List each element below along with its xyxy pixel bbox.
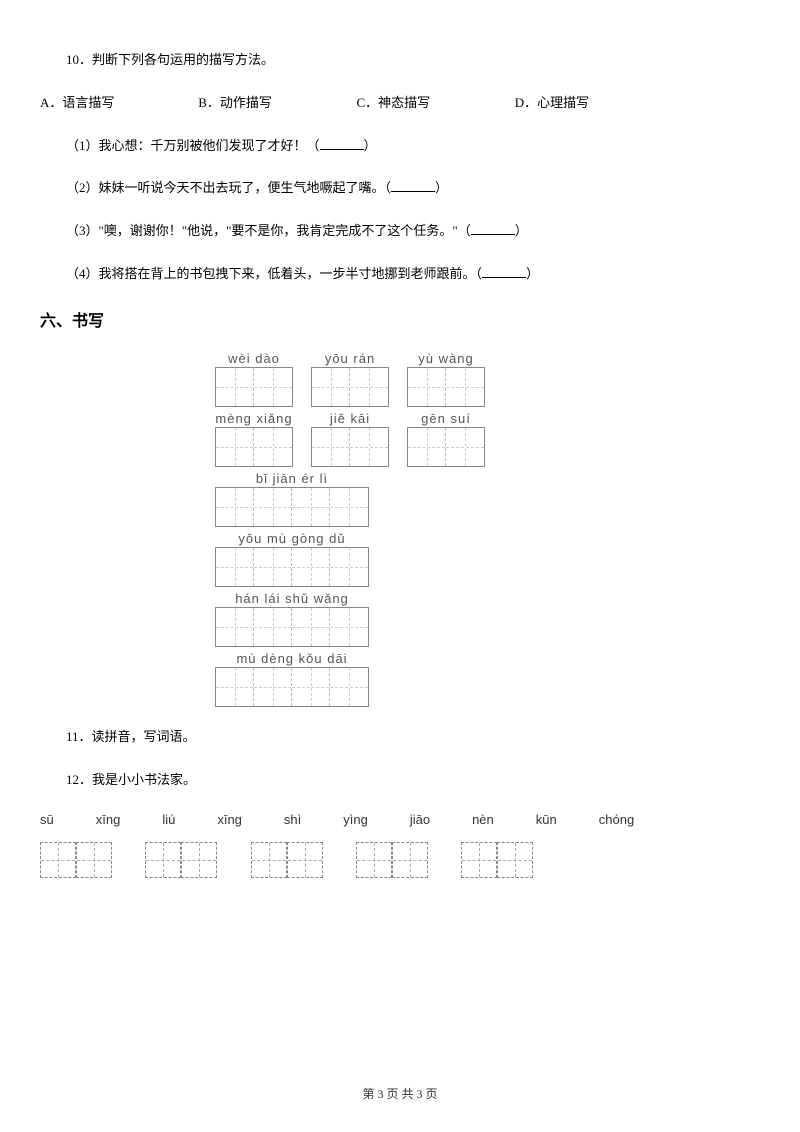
pinyin-syllable: yìng xyxy=(343,812,368,827)
pinyin-label: yù wàng xyxy=(407,351,485,366)
blank-input[interactable] xyxy=(320,138,364,150)
option-a: A．语言描写 xyxy=(40,93,195,114)
writing-box-row[interactable] xyxy=(215,667,369,707)
pinyin-label: bǐ jiān ér lì xyxy=(215,471,369,486)
q10-sub3: （3）"噢，谢谢你！"他说，"要不是你，我肯定完成不了这个任务。"（） xyxy=(40,221,760,242)
pinyin-syllable: shì xyxy=(284,812,301,827)
writing-box-row[interactable] xyxy=(215,367,293,407)
section-6-title: 六、书写 xyxy=(40,307,760,331)
question-11: 11．读拼音，写词语。 xyxy=(40,727,760,748)
pinyin-syllable: xīng xyxy=(96,812,121,827)
q10-sub4: （4）我将搭在背上的书包拽下来，低着头，一步半寸地挪到老师跟前。（） xyxy=(40,264,760,285)
question-10-options: A．语言描写 B．动作描写 C．神态描写 D．心理描写 xyxy=(40,93,760,114)
option-d: D．心理描写 xyxy=(515,93,589,114)
blank-input[interactable] xyxy=(482,266,526,278)
pinyin-syllable: nèn xyxy=(472,812,494,827)
pinyin-label: wèi dào xyxy=(215,351,293,366)
writing-box-row[interactable] xyxy=(215,487,369,527)
writing-box-row[interactable] xyxy=(311,427,389,467)
option-c: C．神态描写 xyxy=(357,93,512,114)
pinyin-label: mèng xiǎng xyxy=(215,411,293,426)
pinyin-syllable: chóng xyxy=(599,812,634,827)
writing-box-row[interactable] xyxy=(407,427,485,467)
bottom-pinyin-row: sū xīng liú xīng shì yìng jiāo nèn kūn chóng xyxy=(40,812,760,828)
writing-box-row[interactable] xyxy=(311,367,389,407)
q10-sub2: （2）妹妹一听说今天不出去玩了，便生气地噘起了嘴。（） xyxy=(40,178,760,199)
question-12: 12．我是小小书法家。 xyxy=(40,770,760,791)
writing-box-row[interactable] xyxy=(215,547,369,587)
pinyin-label: gēn suí xyxy=(407,411,485,426)
pinyin-syllable: sū xyxy=(40,812,54,827)
writing-box-row[interactable] xyxy=(215,427,293,467)
blank-input[interactable] xyxy=(471,223,515,235)
option-b: B．动作描写 xyxy=(198,93,353,114)
question-10: 10．判断下列各句运用的描写方法。 xyxy=(40,50,760,71)
blank-input[interactable] xyxy=(391,180,435,192)
pinyin-label: hán lái shǔ wǎng xyxy=(215,591,369,606)
pinyin-syllable: jiāo xyxy=(410,812,430,827)
writing-box-row[interactable] xyxy=(215,607,369,647)
pinyin-syllable: kūn xyxy=(536,812,557,827)
pinyin-practice-block: wèi dào yōu rán yù wàng mèng xiǎng jiě kāi gē… xyxy=(215,351,760,707)
page-footer: 第 3 页 共 3 页 xyxy=(0,1085,800,1102)
pinyin-label: yōu rán xyxy=(311,351,389,366)
pinyin-label: mù dèng kǒu dāi xyxy=(215,651,369,666)
q10-sub1: （1）我心想：千万别被他们发现了才好！（） xyxy=(40,136,760,157)
pinyin-label: yǒu mù gòng dǔ xyxy=(215,531,369,546)
pinyin-syllable: liú xyxy=(162,812,175,827)
pinyin-label: jiě kāi xyxy=(311,411,389,426)
bottom-writing-boxes xyxy=(40,842,760,878)
pinyin-syllable: xīng xyxy=(217,812,242,827)
writing-box-row[interactable] xyxy=(407,367,485,407)
